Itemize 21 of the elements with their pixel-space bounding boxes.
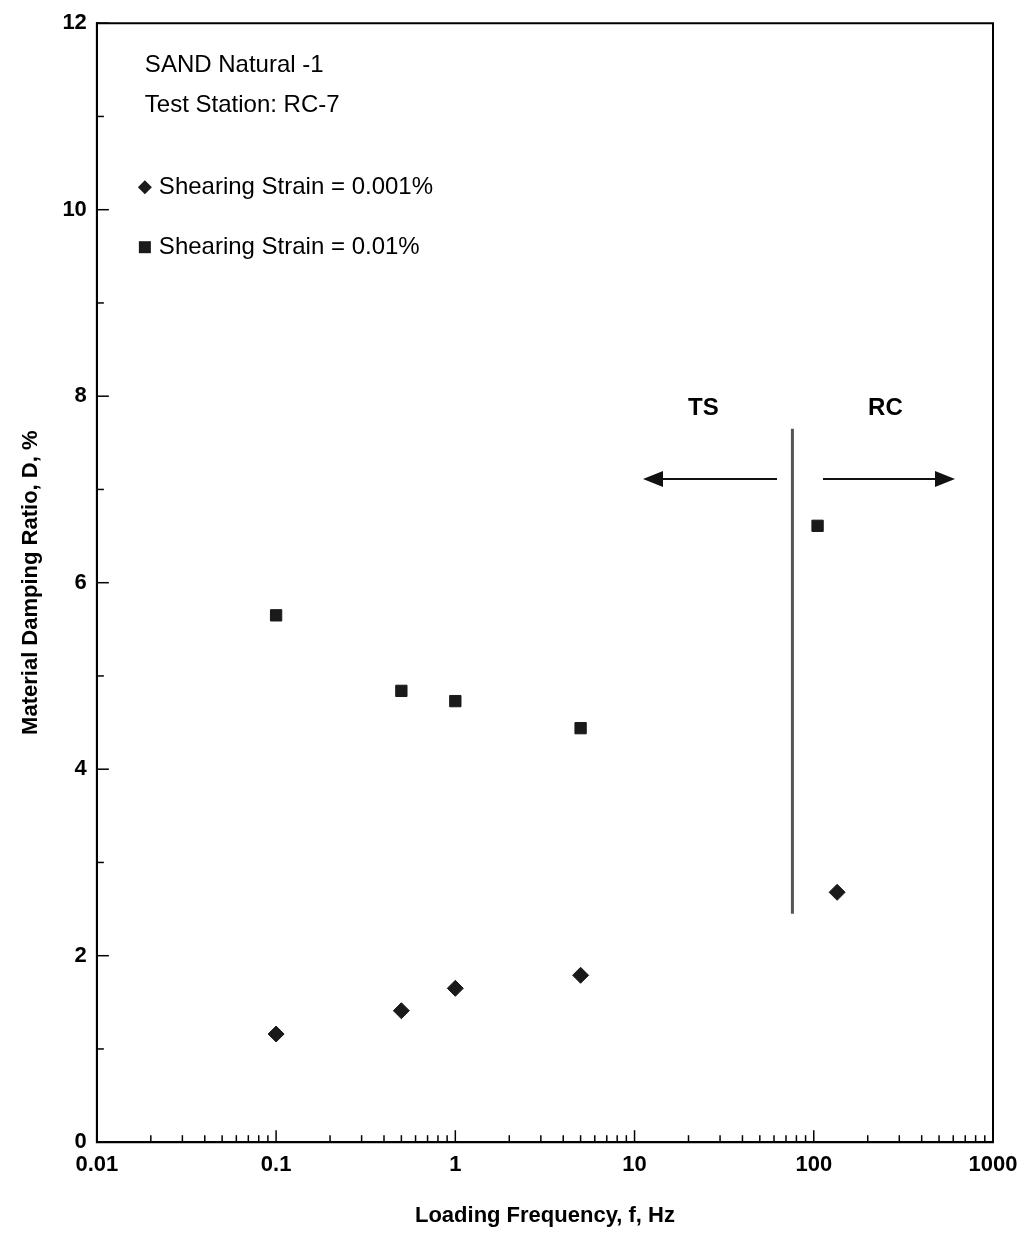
y-tick-label: 12	[62, 9, 87, 35]
x-tick-label: 0.01	[75, 1151, 119, 1177]
legend-label: Shearing Strain = 0.001%	[158, 171, 434, 199]
y-tick-label: 2	[74, 941, 87, 967]
y-tick-label: 6	[74, 568, 87, 594]
y-tick-label: 10	[62, 195, 87, 221]
x-tick-label: 0.1	[260, 1151, 292, 1177]
x-tick-label: 10	[622, 1151, 647, 1177]
annotation: Test Station: RC-7	[144, 89, 340, 117]
y-tick-label: 4	[74, 755, 88, 781]
y-tick-label: 8	[74, 382, 87, 408]
x-tick-label: 1	[449, 1151, 462, 1177]
annotation: TS	[688, 393, 719, 421]
legend-label: Shearing Strain = 0.01%	[158, 231, 420, 259]
y-axis-title: Material Damping Ratio, D, %	[17, 430, 43, 735]
annotation: SAND Natural -1	[144, 49, 324, 77]
annotation: RC	[868, 393, 903, 421]
y-tick-label: 0	[74, 1128, 87, 1154]
x-tick-label: 100	[795, 1151, 833, 1177]
x-axis-title: Loading Frequency, f, Hz	[414, 1201, 675, 1227]
x-tick-label: 1000	[968, 1151, 1018, 1177]
